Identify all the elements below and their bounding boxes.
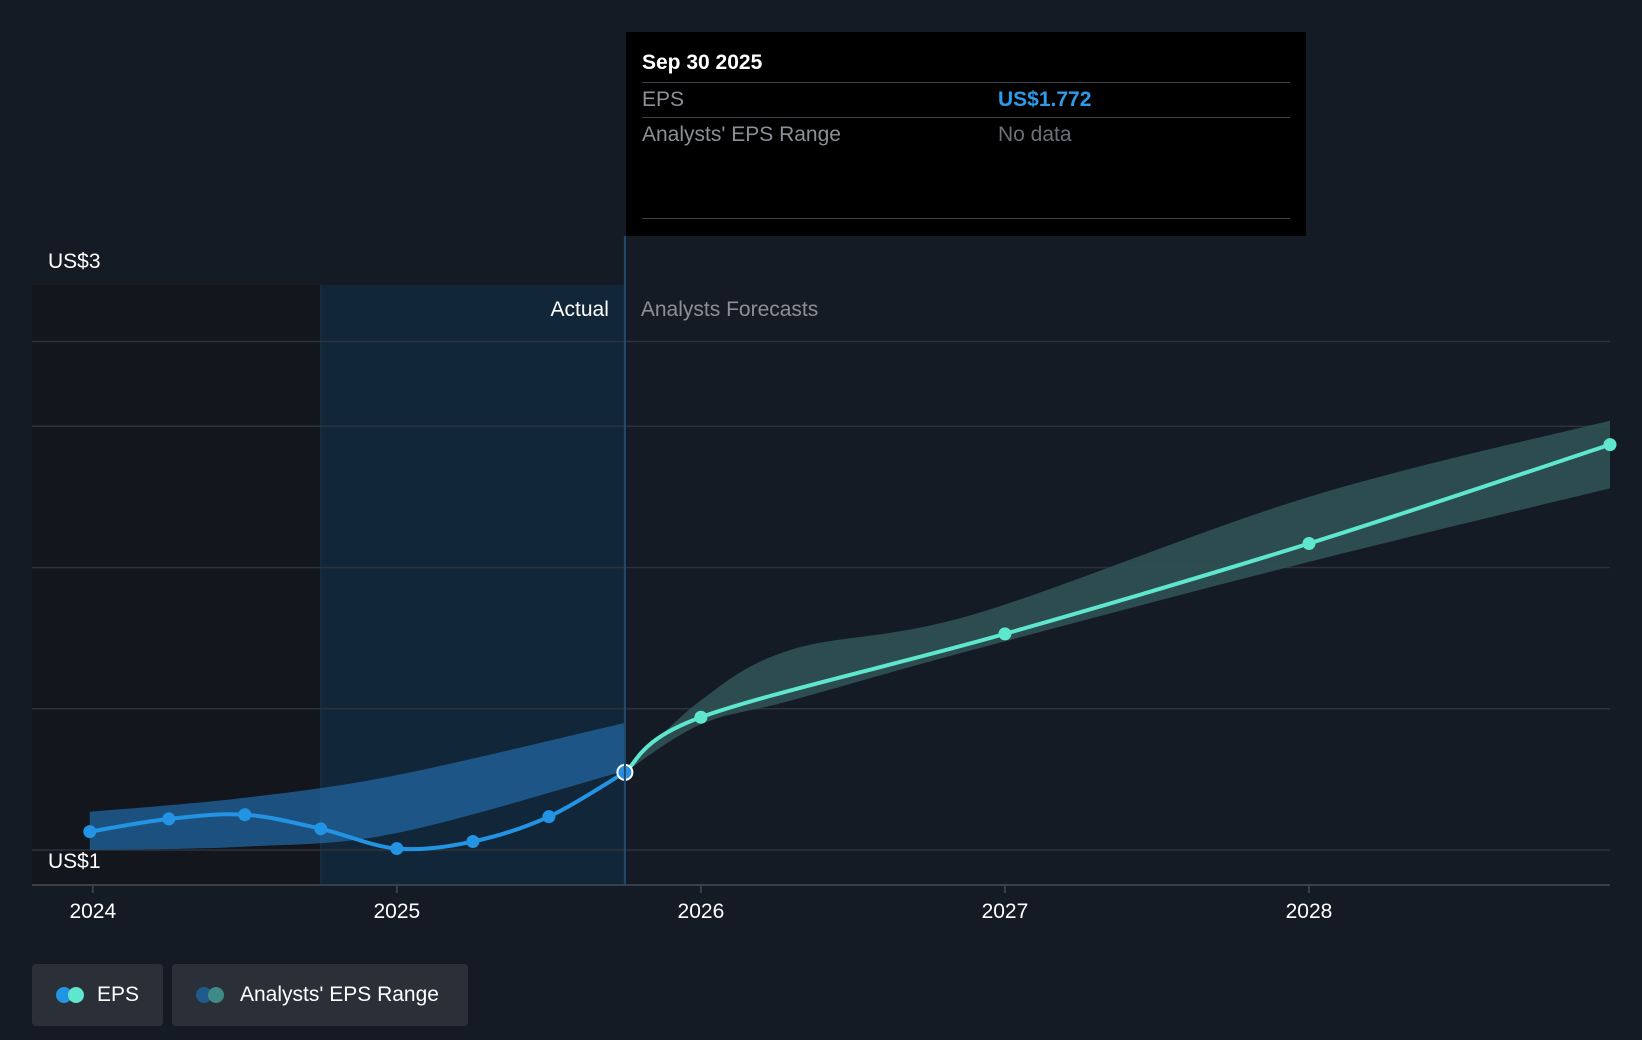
eps-point[interactable]: [1302, 536, 1316, 550]
eps-points: [83, 438, 1617, 856]
eps-point[interactable]: [542, 810, 556, 824]
x-axis-ticks: 2024 2025 2026 2027 2028: [69, 885, 1332, 923]
legend: EPS Analysts' EPS Range: [32, 964, 468, 1026]
eps-range-bands: [89, 420, 1610, 850]
forecast-eps-range-band: [624, 420, 1610, 773]
actual-eps-range-band: [89, 722, 625, 850]
y-axis-top-label: US$3: [48, 250, 101, 273]
x-tick-label: 2024: [69, 900, 116, 923]
tooltip-eps-label: EPS: [642, 88, 685, 111]
tooltip-date: Sep 30 2025: [642, 51, 763, 74]
tooltip-eps-row: EPS US$1.772: [642, 82, 1290, 117]
eps-point[interactable]: [314, 822, 328, 836]
legend-eps-button[interactable]: EPS: [32, 964, 163, 1026]
tooltip: Sep 30 2025 EPS US$1.772 Analysts' EPS R…: [626, 32, 1306, 236]
actual-label: Actual: [551, 298, 609, 321]
past-region: [32, 285, 321, 885]
eps-point[interactable]: [694, 710, 708, 724]
eps-point[interactable]: [998, 627, 1012, 641]
tooltip-range-row: Analysts' EPS Range No data: [642, 117, 1290, 152]
legend-range-button[interactable]: Analysts' EPS Range: [172, 964, 468, 1026]
eps-point[interactable]: [238, 808, 252, 822]
tooltip-range-value: No data: [998, 123, 1072, 146]
tooltip-eps-value: US$1.772: [998, 88, 1092, 111]
gridlines: [32, 340, 1610, 851]
y-axis-bottom-label: US$1: [48, 850, 101, 873]
eps-legend-icon: [56, 987, 84, 1003]
forecast-label: Analysts Forecasts: [641, 298, 818, 321]
x-tick-label: 2026: [678, 900, 725, 923]
x-tick-label: 2028: [1286, 900, 1333, 923]
legend-eps-label: EPS: [96, 983, 139, 1006]
eps-point[interactable]: [466, 835, 480, 849]
eps-point[interactable]: [83, 825, 97, 839]
tooltip-divider: [642, 218, 1290, 219]
legend-range-label: Analysts' EPS Range: [240, 983, 439, 1006]
eps-point[interactable]: [1603, 438, 1617, 452]
eps-point[interactable]: [162, 812, 176, 826]
range-legend-icon: [196, 987, 226, 1003]
eps-point[interactable]: [390, 842, 404, 856]
tooltip-range-label: Analysts' EPS Range: [642, 123, 841, 146]
x-tick-label: 2025: [373, 900, 420, 923]
x-tick-label: 2027: [982, 900, 1029, 923]
